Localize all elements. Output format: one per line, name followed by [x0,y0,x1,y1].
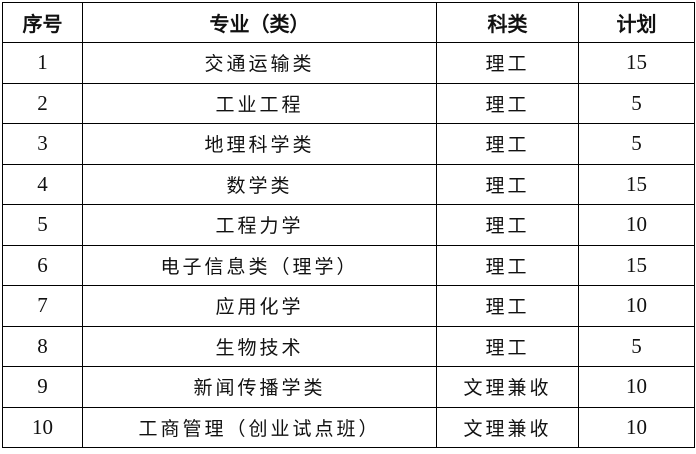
header-no: 序号 [2,2,83,43]
cell-major: 工业工程 [82,82,437,124]
cell-category: 理工 [436,285,579,327]
table-row: 1 交通运输类 理工 15 [2,42,695,84]
header-row: 序号 专业（类） 科类 计划 [2,2,695,43]
cell-plan: 5 [578,82,695,124]
table-row: 5 工程力学 理工 10 [2,204,695,246]
cell-no: 10 [2,406,83,448]
cell-no: 1 [2,42,83,84]
cell-category: 理工 [436,163,579,205]
cell-plan: 5 [578,325,695,367]
cell-no: 2 [2,82,83,124]
cell-no: 3 [2,123,83,165]
table-row: 9 新闻传播学类 文理兼收 10 [2,366,695,408]
cell-category: 理工 [436,244,579,286]
header-category: 科类 [436,2,579,43]
enrollment-plan-table: 序号 专业（类） 科类 计划 1 交通运输类 理工 15 2 工业工程 理工 5 3 地理科学类理… [2,2,695,448]
table-row: 7 应用化学 理工 10 [2,285,695,327]
cell-major: 交通运输类 [82,42,437,84]
table-row: 2 工业工程 理工 5 [2,82,695,124]
cell-category: 理工 [436,123,579,165]
table-row: 4 数学类 理工 15 [2,163,695,205]
cell-no: 4 [2,163,83,205]
cell-plan: 15 [578,163,695,205]
header-plan: 计划 [578,2,695,43]
table-row: 3 地理科学类 理工 5 [2,123,695,165]
cell-plan: 15 [578,244,695,286]
cell-major: 应用化学 [82,285,437,327]
cell-plan: 10 [578,285,695,327]
cell-no: 7 [2,285,83,327]
header-major: 专业（类） [82,2,437,43]
cell-major: 地理科学类 [82,123,437,165]
cell-category: 理工 [436,325,579,367]
cell-no: 9 [2,366,83,408]
cell-plan: 10 [578,204,695,246]
table-row: 6 电子信息类（理学） 理工 15 [2,244,695,286]
cell-no: 6 [2,244,83,286]
table-row: 10 工商管理（创业试点班） 文理兼收 10 [2,406,695,448]
cell-major: 新闻传播学类 [82,366,437,408]
table-row: 8 生物技术 理工 5 [2,325,695,367]
cell-major: 工商管理（创业试点班） [82,406,437,448]
cell-major: 电子信息类（理学） [82,244,437,286]
cell-major: 数学类 [82,163,437,205]
cell-category: 文理兼收 [436,366,579,408]
cell-major: 生物技术 [82,325,437,367]
cell-major: 工程力学 [82,204,437,246]
cell-category: 文理兼收 [436,406,579,448]
cell-plan: 10 [578,366,695,408]
cell-category: 理工 [436,42,579,84]
cell-category: 理工 [436,204,579,246]
cell-no: 5 [2,204,83,246]
cell-plan: 5 [578,123,695,165]
cell-no: 8 [2,325,83,367]
cell-category: 理工 [436,82,579,124]
cell-plan: 15 [578,42,695,84]
cell-plan: 10 [578,406,695,448]
